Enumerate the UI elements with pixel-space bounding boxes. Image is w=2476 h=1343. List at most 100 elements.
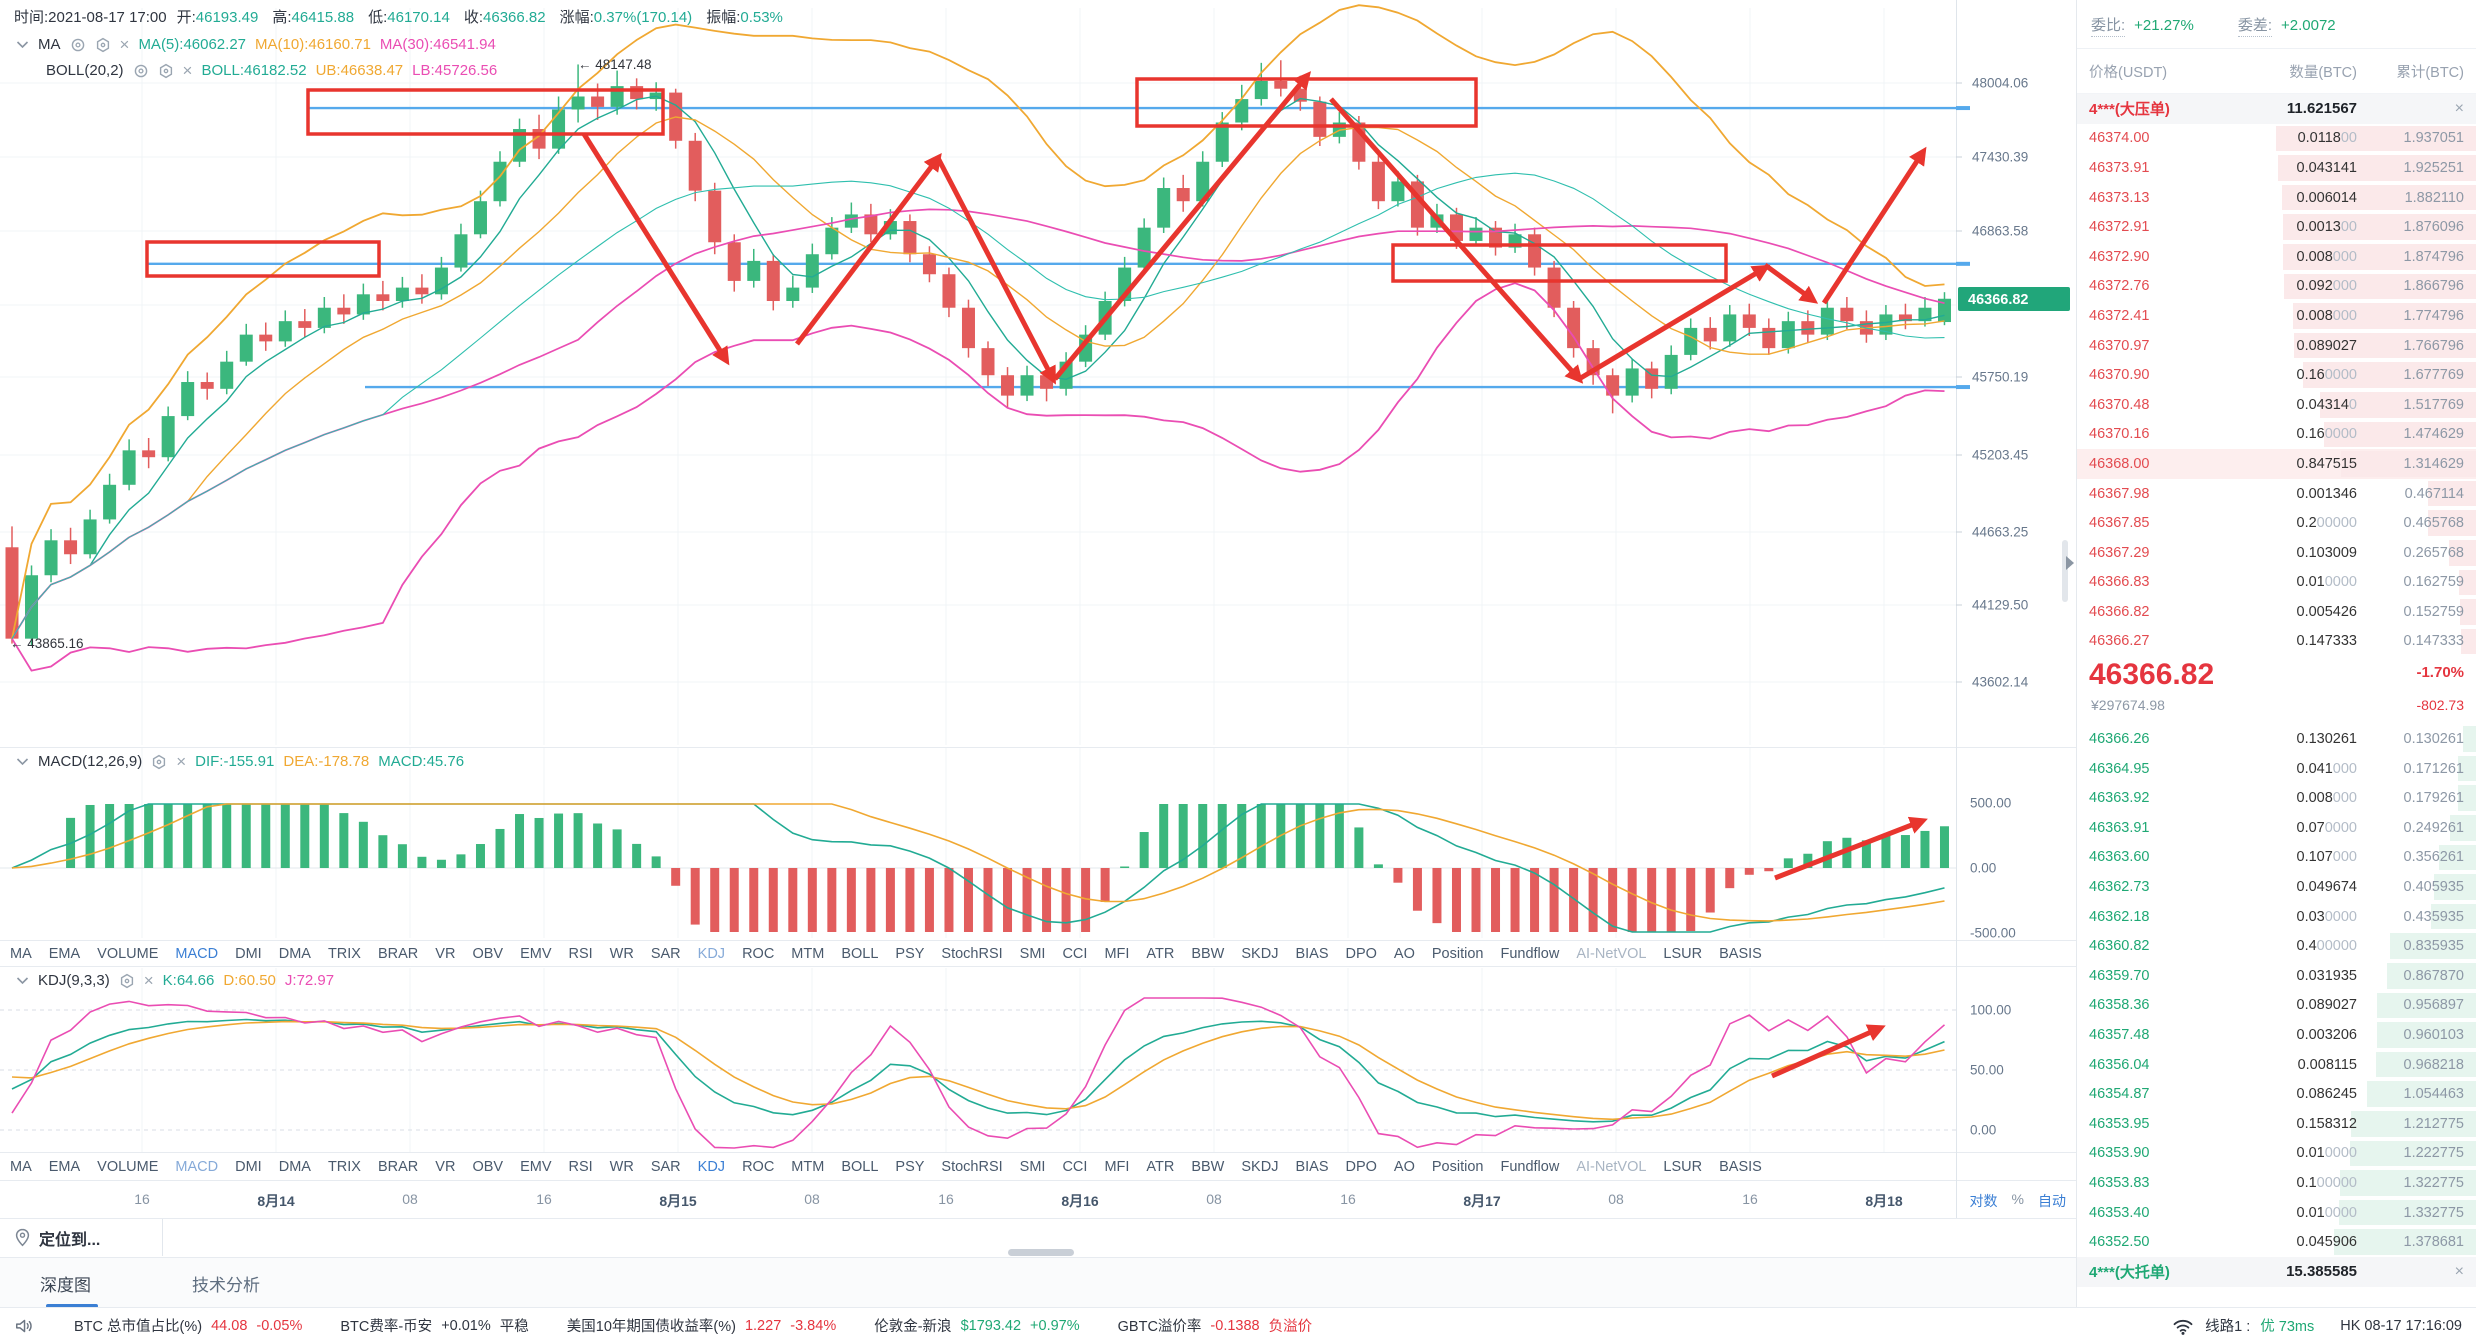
tab-fundflow[interactable]: Fundflow bbox=[1500, 1159, 1560, 1175]
price-cell[interactable]: 46353.95 bbox=[2089, 1115, 2150, 1132]
price-cell[interactable]: 46372.41 bbox=[2089, 307, 2150, 324]
tab-lsur[interactable]: LSUR bbox=[1663, 946, 1703, 962]
price-cell[interactable]: 46367.29 bbox=[2089, 544, 2150, 561]
bid-row[interactable]: 46352.50 0.045906 1.378681 bbox=[2077, 1227, 2476, 1257]
overlay-icon[interactable] bbox=[70, 37, 86, 53]
tab-obv[interactable]: OBV bbox=[472, 946, 504, 962]
tab-dmi[interactable]: DMI bbox=[235, 1159, 262, 1175]
price-cell[interactable]: 46353.40 bbox=[2089, 1204, 2150, 1221]
bid-row[interactable]: 46363.60 0.107000 0.356261 bbox=[2077, 843, 2476, 873]
price-cell[interactable]: 46372.76 bbox=[2089, 278, 2150, 295]
price-cell[interactable]: 46352.50 bbox=[2089, 1234, 2150, 1251]
tab-boll[interactable]: BOLL bbox=[841, 946, 879, 962]
bid-row[interactable]: 46364.95 0.041000 0.171261 bbox=[2077, 754, 2476, 784]
gear-icon[interactable] bbox=[95, 37, 111, 53]
price-cell[interactable]: 46368.00 bbox=[2089, 455, 2150, 472]
tab-macd[interactable]: MACD bbox=[175, 1159, 219, 1175]
gear-icon[interactable] bbox=[119, 973, 135, 989]
price-cell[interactable]: 46373.91 bbox=[2089, 159, 2150, 176]
ask-row[interactable]: 46366.82 0.005426 0.152759 bbox=[2077, 597, 2476, 627]
price-cell[interactable]: 46353.83 bbox=[2089, 1174, 2150, 1191]
tab-kdj[interactable]: KDJ bbox=[697, 1159, 726, 1175]
tab-macd[interactable]: MACD bbox=[175, 946, 219, 962]
tab-wr[interactable]: WR bbox=[609, 946, 634, 962]
tab-psy[interactable]: PSY bbox=[895, 1159, 925, 1175]
close-icon[interactable]: × bbox=[176, 752, 187, 771]
tab-roc[interactable]: ROC bbox=[742, 946, 775, 962]
horizontal-scrollbar[interactable] bbox=[1008, 1249, 1074, 1256]
kdj-title[interactable]: KDJ(9,3,3) bbox=[38, 972, 110, 989]
ask-row[interactable]: 46373.13 0.006014 1.882110 bbox=[2077, 183, 2476, 213]
tab-emv[interactable]: EMV bbox=[520, 1159, 552, 1175]
line-status[interactable]: 优 73ms bbox=[2260, 1319, 2315, 1335]
price-cell[interactable]: 46374.00 bbox=[2089, 130, 2150, 147]
tab-dpo[interactable]: DPO bbox=[1345, 946, 1377, 962]
ask-row[interactable]: 46372.91 0.001300 1.876096 bbox=[2077, 212, 2476, 242]
price-cell[interactable]: 46367.98 bbox=[2089, 485, 2150, 502]
tab-vr[interactable]: VR bbox=[435, 946, 456, 962]
tab-ao[interactable]: AO bbox=[1393, 1159, 1415, 1175]
price-axis[interactable]: 48004.06 47430.39 46863.58 45750.19 45203.45… bbox=[1956, 76, 2070, 1138]
tab-mfi[interactable]: MFI bbox=[1104, 1159, 1130, 1175]
tab-trix[interactable]: TRIX bbox=[327, 946, 361, 962]
price-cell[interactable]: 46362.18 bbox=[2089, 908, 2150, 925]
ask-row[interactable]: 46366.27 0.147333 0.147333 bbox=[2077, 627, 2476, 657]
tab-technical-analysis[interactable]: 技术分析 bbox=[192, 1276, 260, 1295]
status-item[interactable]: BTC 总市值占比(%) 44.08 -0.05% bbox=[74, 1317, 303, 1336]
tab-kdj[interactable]: KDJ bbox=[697, 946, 726, 962]
tab-atr[interactable]: ATR bbox=[1146, 1159, 1175, 1175]
tab-bias[interactable]: BIAS bbox=[1295, 946, 1329, 962]
boll-title[interactable]: BOLL(20,2) bbox=[46, 62, 124, 79]
bid-row[interactable]: 46359.70 0.031935 0.867870 bbox=[2077, 961, 2476, 991]
big-buy-order-row[interactable]: 4***(大托单) 15.385585 × bbox=[2077, 1256, 2476, 1287]
tab-brar[interactable]: BRAR bbox=[377, 1159, 419, 1175]
price-cell[interactable]: 46370.90 bbox=[2089, 367, 2150, 384]
bid-row[interactable]: 46357.48 0.003206 0.960103 bbox=[2077, 1020, 2476, 1050]
bid-row[interactable]: 46363.92 0.008000 0.179261 bbox=[2077, 783, 2476, 813]
tab-ao[interactable]: AO bbox=[1393, 946, 1415, 962]
tab-dpo[interactable]: DPO bbox=[1345, 1159, 1377, 1175]
status-item[interactable]: BTC费率-币安 +0.01% 平稳 bbox=[340, 1317, 529, 1336]
tab-ma[interactable]: MA bbox=[10, 1159, 32, 1175]
tab-rsi[interactable]: RSI bbox=[568, 946, 593, 962]
price-cell[interactable]: 46366.82 bbox=[2089, 603, 2150, 620]
ask-row[interactable]: 46373.91 0.043141 1.925251 bbox=[2077, 153, 2476, 183]
close-icon[interactable]: × bbox=[182, 61, 193, 80]
tab-mtm[interactable]: MTM bbox=[791, 946, 825, 962]
bid-row[interactable]: 46356.04 0.008115 0.968218 bbox=[2077, 1050, 2476, 1080]
ask-row[interactable]: 46372.41 0.008000 1.774796 bbox=[2077, 301, 2476, 331]
tab-boll[interactable]: BOLL bbox=[841, 1159, 879, 1175]
bid-row[interactable]: 46353.83 0.100000 1.322775 bbox=[2077, 1168, 2476, 1198]
price-cell[interactable]: 46356.04 bbox=[2089, 1056, 2150, 1073]
ask-row[interactable]: 46372.90 0.008000 1.874796 bbox=[2077, 242, 2476, 272]
close-icon[interactable]: × bbox=[143, 971, 154, 990]
ask-row[interactable]: 46370.16 0.160000 1.474629 bbox=[2077, 420, 2476, 450]
tab-ai-netvol[interactable]: AI-NetVOL bbox=[1576, 1159, 1647, 1175]
tab-skdj[interactable]: SKDJ bbox=[1241, 946, 1279, 962]
price-cell[interactable]: 46362.73 bbox=[2089, 879, 2150, 896]
price-cell[interactable]: 46363.92 bbox=[2089, 790, 2150, 807]
gear-icon[interactable] bbox=[151, 754, 167, 770]
scale-control-%[interactable]: % bbox=[2011, 1191, 2024, 1207]
close-icon[interactable]: × bbox=[119, 35, 130, 54]
ask-row[interactable]: 46370.90 0.160000 1.677769 bbox=[2077, 360, 2476, 390]
tab-trix[interactable]: TRIX bbox=[327, 1159, 361, 1175]
tab-stochrsi[interactable]: StochRSI bbox=[941, 946, 1003, 962]
bid-row[interactable]: 46354.87 0.086245 1.054463 bbox=[2077, 1079, 2476, 1109]
bid-row[interactable]: 46366.26 0.130261 0.130261 bbox=[2077, 724, 2476, 754]
price-cell[interactable]: 46370.97 bbox=[2089, 337, 2150, 354]
price-cell[interactable]: 46370.48 bbox=[2089, 396, 2150, 413]
tab-volume[interactable]: VOLUME bbox=[97, 946, 159, 962]
ma-title[interactable]: MA bbox=[38, 36, 61, 53]
tab-mfi[interactable]: MFI bbox=[1104, 946, 1130, 962]
candlestick-chart[interactable]: ← 48147.48 ← 43865.16 48004.06 47430.39 4686… bbox=[0, 0, 2076, 1307]
macd-title[interactable]: MACD(12,26,9) bbox=[38, 753, 143, 770]
price-cell[interactable]: 46366.27 bbox=[2089, 633, 2150, 650]
tab-dmi[interactable]: DMI bbox=[235, 946, 262, 962]
tab-psy[interactable]: PSY bbox=[895, 946, 925, 962]
panel-expand-handle[interactable] bbox=[2066, 556, 2074, 570]
price-cell[interactable]: 46366.83 bbox=[2089, 574, 2150, 591]
ask-row[interactable]: 46372.76 0.092000 1.866796 bbox=[2077, 272, 2476, 302]
ask-row[interactable]: 46374.00 0.011800 1.937051 bbox=[2077, 124, 2476, 154]
chart-area[interactable]: ← 48147.48 ← 43865.16 48004.06 47430.39 4686… bbox=[0, 0, 2076, 1308]
